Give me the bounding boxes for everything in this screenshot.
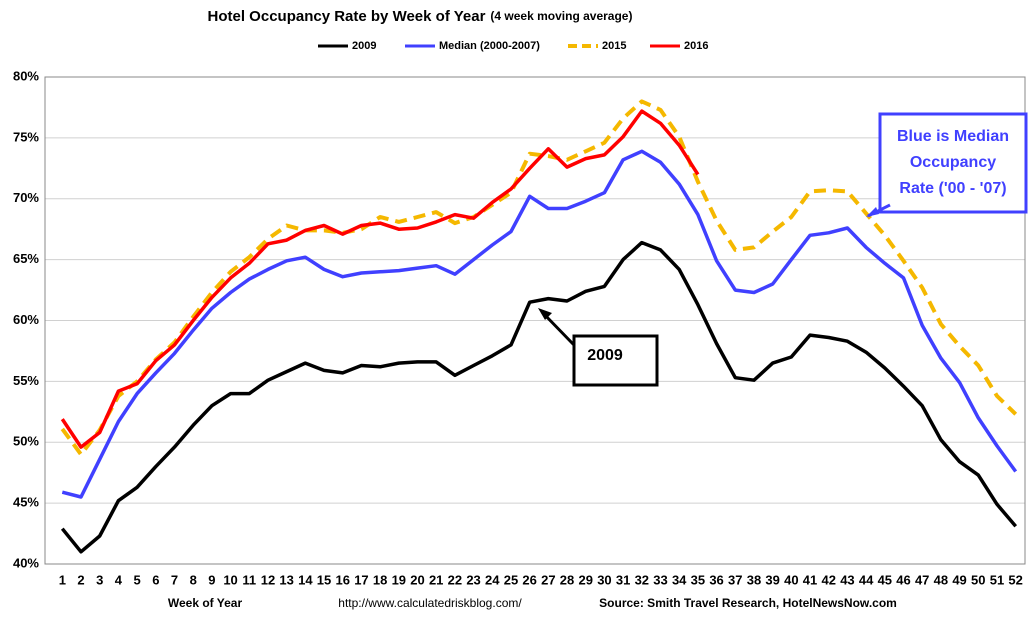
x-tick-label: 5 (133, 572, 140, 587)
x-tick-label: 39 (765, 572, 779, 587)
annotation-text: 2009 (587, 347, 623, 364)
x-tick-label: 7 (171, 572, 178, 587)
x-tick-label: 44 (859, 572, 874, 587)
x-tick-label: 1 (59, 572, 66, 587)
legend-label: Median (2000-2007) (439, 40, 540, 52)
legend-label: 2015 (602, 40, 626, 52)
series-line (60, 109, 700, 449)
x-tick-label: 49 (952, 572, 966, 587)
x-tick-label: 38 (747, 572, 761, 587)
series-line (60, 240, 1018, 554)
y-tick-label: 50% (13, 434, 39, 449)
x-tick-label: 34 (672, 572, 687, 587)
plot-border (44, 76, 1026, 565)
arrow-head (866, 207, 879, 217)
annotation-text: Occupancy (910, 154, 996, 171)
x-tick-label: 9 (208, 572, 215, 587)
x-tick-label: 26 (522, 572, 536, 587)
series-line (60, 99, 1018, 457)
x-tick-label: 31 (616, 572, 630, 587)
x-tick-label: 4 (115, 572, 123, 587)
x-tick-label: 47 (915, 572, 929, 587)
legend-label: 2009 (352, 40, 376, 52)
y-tick-label: 65% (13, 251, 39, 266)
annotation-box (878, 112, 1028, 214)
x-tick-label: 21 (429, 572, 443, 587)
x-tick-label: 29 (578, 572, 592, 587)
y-tick-label: 60% (13, 312, 39, 327)
x-tick-label: 13 (279, 572, 293, 587)
x-tick-label: 48 (934, 572, 948, 587)
source: Source: Smith Travel Research, HotelNews… (599, 596, 897, 610)
x-tick-label: 16 (335, 572, 349, 587)
x-tick-label: 51 (990, 572, 1004, 587)
y-tick-label: 70% (13, 190, 39, 205)
x-tick-label: 27 (541, 572, 555, 587)
x-tick-label: 20 (410, 572, 424, 587)
x-tick-label: 17 (354, 572, 368, 587)
x-tick-label: 37 (728, 572, 742, 587)
arrow-head (538, 308, 552, 320)
x-tick-label: 2 (77, 572, 84, 587)
x-tick-label: 3 (96, 572, 103, 587)
legend-label: 2016 (684, 40, 708, 52)
x-tick-label: 50 (971, 572, 985, 587)
chart-title-group: Hotel Occupancy Rate by Week of Year (4 w… (208, 8, 633, 25)
x-tick-label: 8 (190, 572, 197, 587)
x-tick-label: 42 (821, 572, 835, 587)
x-tick-label: 15 (317, 572, 331, 587)
x-tick-label: 6 (152, 572, 159, 587)
x-tick-label: 19 (392, 572, 406, 587)
annotation-box (572, 334, 659, 387)
x-tick-label: 24 (485, 572, 500, 587)
x-tick-label: 12 (261, 572, 275, 587)
x-tick-label: 14 (298, 572, 313, 587)
x-tick-label: 40 (784, 572, 798, 587)
x-tick-label: 18 (373, 572, 387, 587)
x-tick-label: 22 (448, 572, 462, 587)
x-tick-label: 35 (691, 572, 705, 587)
x-tick-label: 25 (504, 572, 518, 587)
x-axis-label: Week of Year (168, 596, 243, 610)
x-tick-label: 11 (242, 572, 256, 587)
chart-title: Hotel Occupancy Rate by Week of Year (208, 8, 486, 25)
annotation-text: Rate ('00 - '07) (899, 180, 1006, 197)
y-tick-label: 40% (13, 555, 39, 570)
x-tick-label: 46 (896, 572, 910, 587)
x-tick-label: 33 (653, 572, 667, 587)
x-tick-label: 36 (709, 572, 723, 587)
x-tick-label: 10 (223, 572, 237, 587)
x-tick-label: 32 (635, 572, 649, 587)
annotation-text: Blue is Median (897, 128, 1009, 145)
y-tick-label: 45% (13, 495, 39, 510)
x-tick-label: 43 (840, 572, 854, 587)
series-line (61, 149, 1018, 499)
x-tick-label: 41 (803, 572, 817, 587)
x-tick-label: 30 (597, 572, 611, 587)
x-tick-label: 52 (1008, 572, 1022, 587)
x-tick-label: 23 (466, 572, 480, 587)
y-tick-label: 55% (13, 373, 39, 388)
x-tick-label: 45 (878, 572, 892, 587)
url: http://www.calculatedriskblog.com/ (338, 596, 522, 610)
y-tick-label: 75% (13, 129, 39, 144)
y-tick-label: 80% (13, 68, 39, 83)
chart-subtitle: (4 week moving average) (490, 9, 632, 23)
x-tick-label: 28 (560, 572, 574, 587)
